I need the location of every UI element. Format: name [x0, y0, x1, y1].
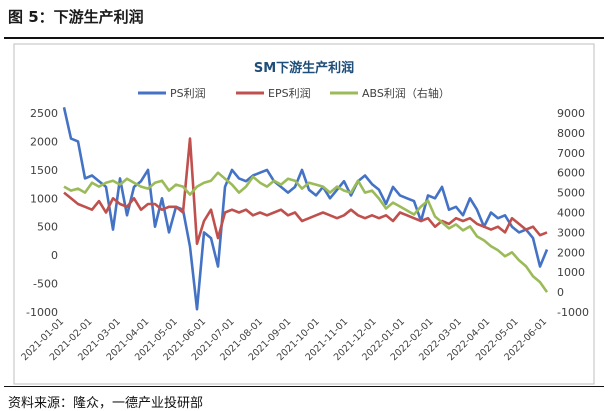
y-left-tick-label: 2500	[30, 107, 58, 120]
y-right-tick-label: 0	[557, 286, 564, 299]
y-left-tick-label: 0	[51, 249, 58, 262]
legend: PS利润 EPS利润 ABS利润（右轴）	[138, 86, 450, 100]
series-line-2	[63, 137, 548, 246]
y-right-tick-label: 7000	[557, 147, 585, 160]
y-right-tick-label: 5000	[557, 187, 585, 200]
y-left-tick-label: -500	[33, 278, 58, 291]
y-left-tick-label: 1000	[30, 192, 58, 205]
y-left-tick-label: -1000	[26, 306, 58, 319]
y-right-tick-label: 2000	[557, 246, 585, 259]
series-line-3	[63, 171, 549, 293]
y-right-tick-label: 9000	[557, 107, 585, 120]
legend-label-2: EPS利润	[268, 86, 311, 100]
series-line-1	[62, 107, 549, 311]
y-right-tick-label: 3000	[557, 226, 585, 239]
series-layer	[62, 107, 549, 311]
y-right-tick-label: -1000	[557, 306, 589, 319]
legend-label-1: PS利润	[170, 86, 206, 100]
legend-label-3: ABS利润（右轴）	[362, 86, 450, 100]
y-right-tick-label: 6000	[557, 167, 585, 180]
y-right-tick-label: 1000	[557, 266, 585, 279]
top-rule	[4, 37, 604, 39]
y-left-tick-label: 500	[37, 221, 58, 234]
chart-title: SM下游生产利润	[254, 60, 354, 76]
y-left-tick-label: 1500	[30, 164, 58, 177]
source-note: 资料来源：隆众，一德产业投研部	[8, 396, 204, 411]
y-right-tick-label: 4000	[557, 207, 585, 220]
y-right-tick-label: 8000	[557, 127, 585, 140]
figure-label: 图 5：下游生产利润	[8, 8, 144, 26]
bottom-rule	[4, 386, 604, 387]
y-left-tick-label: 2000	[30, 135, 58, 148]
